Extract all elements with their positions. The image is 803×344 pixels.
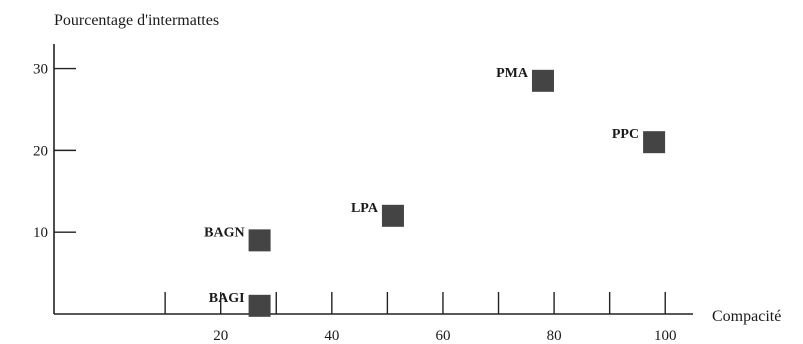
data-point-label: BAGN [204, 225, 244, 240]
data-point-label: PMA [496, 66, 529, 81]
y-tick-label: 10 [33, 225, 48, 241]
data-points: BAGI BAGN LPA PMA PPC [204, 66, 666, 317]
x-tick-label: 60 [435, 328, 450, 344]
x-tick-label: 80 [547, 328, 562, 344]
data-point-marker [248, 229, 271, 252]
x-tick-label: 40 [324, 328, 339, 344]
x-tick-label: 100 [654, 328, 677, 344]
data-point-label: BAGI [209, 291, 245, 306]
data-point-marker [248, 294, 271, 317]
ticks: 20 40 60 80 100 10 20 30 [33, 62, 676, 344]
x-tick-label: 20 [213, 328, 228, 344]
y-tick-label: 20 [33, 143, 48, 159]
y-tick-label: 30 [33, 62, 48, 78]
data-point-label: LPA [351, 201, 379, 216]
data-point-marker [531, 69, 554, 92]
axes [53, 44, 693, 315]
data-point-label: PPC [612, 127, 639, 142]
data-point-marker [381, 204, 404, 227]
x-axis-title: Compacité [712, 308, 781, 325]
data-point-marker [643, 131, 666, 154]
y-axis-title: Pourcentage d'intermattes [54, 12, 219, 29]
